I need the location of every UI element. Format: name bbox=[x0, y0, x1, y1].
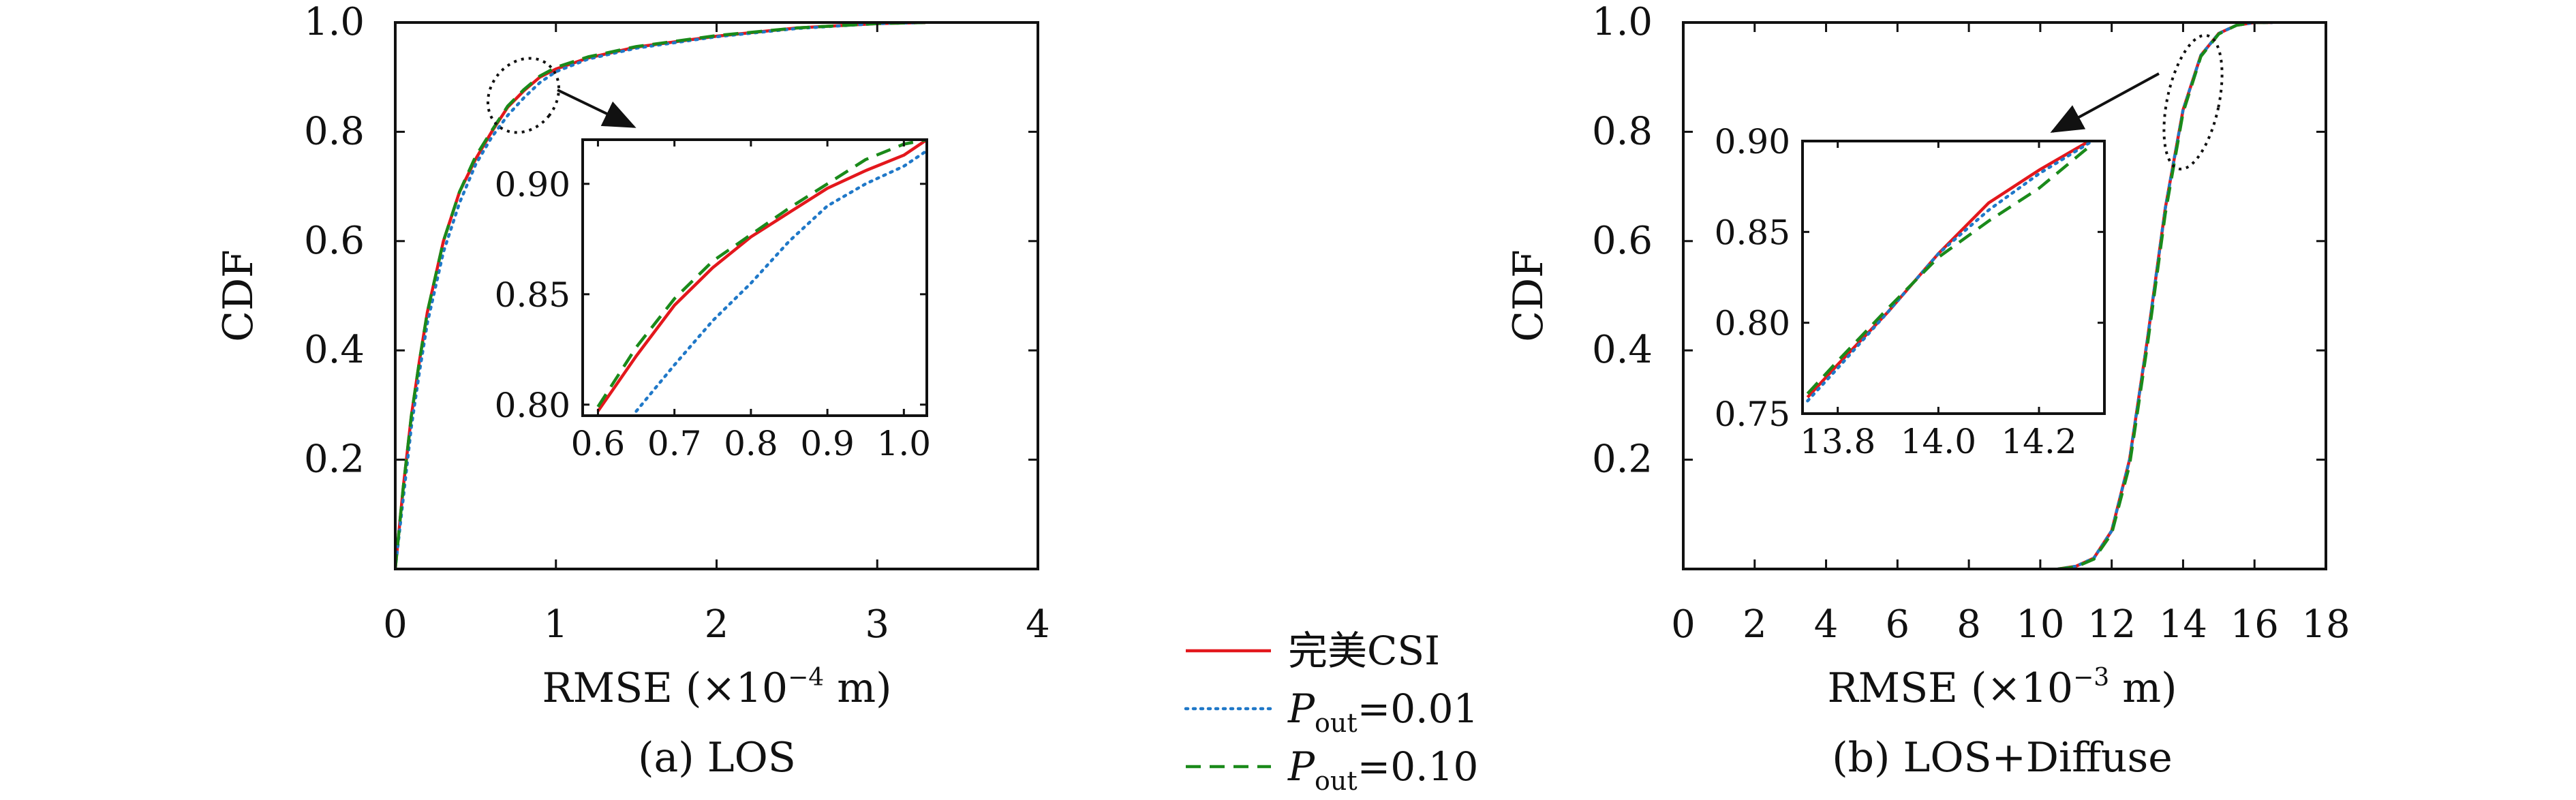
panel-b-x-tick-label: 12 bbox=[2087, 602, 2136, 647]
panel-a-inset-y-tick-label: 0.85 bbox=[495, 275, 570, 315]
panel-b-inset-axes: 13.8 14.0 14.2 0.75 0.80 0.85 0.90 bbox=[1715, 122, 2104, 461]
panel-b-inset-series-3-line bbox=[1806, 145, 2091, 395]
panel-a-ylabel: CDF bbox=[215, 249, 262, 342]
panel-a-y-tick-label: 0.8 bbox=[304, 109, 365, 153]
panel-b-inset-y-tick-label: 0.75 bbox=[1715, 395, 1790, 434]
panel-b-curves bbox=[2056, 22, 2274, 569]
legend-label: Pout=0.01 bbox=[1287, 686, 1478, 738]
panel-a-inset: 0.6 0.7 0.8 0.9 1.0 0.80 0.85 0.90 bbox=[495, 138, 931, 463]
panel-a-x-tick-label: 0 bbox=[383, 602, 408, 647]
panel-a-y-tick-label: 0.4 bbox=[304, 328, 365, 372]
panel-b-y-tick-label: 0.4 bbox=[1592, 328, 1653, 372]
panel-b-inset-x-tick-label: 14.0 bbox=[1901, 422, 1976, 461]
panel-b-inset-curves bbox=[1806, 141, 2091, 403]
legend-item-perfect-csi: 完美CSI bbox=[1186, 628, 1440, 674]
panel-a-inset-series-2-line bbox=[634, 149, 927, 413]
panel-b-series-3-line bbox=[2057, 22, 2273, 569]
panel-b-x-tick-label: 10 bbox=[2016, 602, 2064, 647]
legend: 完美CSI Pout=0.01 Pout=0.10 bbox=[1184, 628, 1478, 796]
panel-a-series-3-line bbox=[395, 22, 926, 569]
panel-a-x-tick-label: 1 bbox=[544, 602, 568, 647]
legend-item-pout-010: Pout=0.10 bbox=[1186, 743, 1478, 796]
panel-b-axes: 0 2 4 6 8 10 12 14 16 18 0.2 0.4 0.6 0.8 1.0 bbox=[1592, 0, 2350, 647]
panel-b-frame bbox=[1682, 21, 2327, 570]
panel-a-caption: (a) LOS bbox=[638, 734, 796, 782]
panel-b-inset-frame bbox=[1801, 140, 2106, 415]
panel-b-x-tick-label: 0 bbox=[1671, 602, 1696, 647]
panel-b-x-tick-label: 16 bbox=[2230, 602, 2279, 647]
panel-b-inset-x-tick-label: 14.2 bbox=[2001, 422, 2076, 461]
panel-b-zoom-ellipse bbox=[2162, 33, 2224, 171]
panel-b-x-tick-label: 6 bbox=[1886, 602, 1910, 647]
panel-b-y-tick-label: 0.2 bbox=[1592, 437, 1653, 482]
panel-a-inset-series-1-line bbox=[596, 140, 927, 412]
panel-b-inset-x-tick-label: 13.8 bbox=[1800, 422, 1875, 461]
panel-a-inset-frame bbox=[581, 138, 928, 417]
panel-a-xlabel: RMSE (×10−4 m) bbox=[542, 664, 891, 712]
panel-b-inset-bg bbox=[1803, 141, 2104, 414]
legend-label: 完美CSI bbox=[1288, 628, 1440, 674]
panel-b-zoom-arrow bbox=[2050, 72, 2160, 133]
panel-a-inset-x-tick-label: 0.6 bbox=[571, 424, 626, 463]
panel-a-inset-series-3-line bbox=[596, 140, 927, 408]
panel-b-caption: (b) LOS+Diffuse bbox=[1832, 734, 2173, 782]
panel-b-y-tick-label: 1.0 bbox=[1592, 0, 1653, 44]
panel-b-y-tick-label: 0.8 bbox=[1592, 109, 1653, 153]
panel-b-inset: 13.8 14.0 14.2 0.75 0.80 0.85 0.90 bbox=[1715, 122, 2106, 461]
panel-b-x-tick-label: 8 bbox=[1957, 602, 1981, 647]
panel-b-x-tick-label: 18 bbox=[2301, 602, 2350, 647]
panel-a-series-2-line bbox=[395, 22, 927, 569]
panel-a-axes: 0 1 2 3 4 0.2 0.4 0.6 0.8 1.0 bbox=[304, 0, 1050, 647]
panel-a-x-tick-label: 4 bbox=[1026, 602, 1050, 647]
legend-item-pout-001: Pout=0.01 bbox=[1184, 686, 1478, 738]
panel-b: 0 2 4 6 8 10 12 14 16 18 0.2 0.4 0.6 0.8 1.0 CDF RMSE … bbox=[1505, 0, 2350, 782]
panel-b-x-tick-label: 2 bbox=[1743, 602, 1767, 647]
panel-a: 0 1 2 3 40.20.40.60.81.0 CDF RMSE (×10−4 m) … bbox=[215, 0, 1050, 782]
panel-a-inset-x-tick-label: 0.7 bbox=[647, 424, 702, 463]
panel-a-inset-x-tick-label: 1.0 bbox=[877, 424, 932, 463]
panel-b-inset-y-tick-label: 0.85 bbox=[1715, 213, 1790, 252]
panel-b-x-tick-label: 14 bbox=[2159, 602, 2207, 647]
panel-a-y-tick-label: 0.6 bbox=[304, 219, 365, 263]
panel-b-inset-y-tick-label: 0.90 bbox=[1715, 122, 1790, 161]
panel-a-inset-y-tick-label: 0.80 bbox=[495, 386, 570, 425]
panel-b-y-tick-label: 0.6 bbox=[1592, 219, 1653, 263]
panel-b-xlabel: RMSE (×10−3 m) bbox=[1827, 664, 2177, 712]
panel-b-inset-y-tick-label: 0.80 bbox=[1715, 304, 1790, 343]
panel-a-inset-curves bbox=[596, 140, 927, 413]
panel-a-y-tick-label: 1.0 bbox=[304, 0, 365, 44]
panel-b-ylabel: CDF bbox=[1505, 249, 1552, 342]
panel-b-inset-series-2-line bbox=[1806, 141, 2091, 403]
panel-a-zoom-arrow bbox=[557, 89, 637, 128]
panel-b-x-tick-label: 4 bbox=[1814, 602, 1839, 647]
panel-a-y-tick-label: 0.2 bbox=[304, 437, 365, 482]
panel-a-inset-x-tick-label: 0.9 bbox=[800, 424, 855, 463]
panel-a-curves bbox=[395, 22, 927, 569]
panel-a-zoom-ellipse bbox=[486, 57, 561, 134]
legend-label: Pout=0.10 bbox=[1287, 743, 1478, 796]
panel-a-inset-y-tick-label: 0.90 bbox=[495, 165, 570, 204]
panel-a-x-tick-label: 3 bbox=[865, 602, 889, 647]
panel-a-inset-x-tick-label: 0.8 bbox=[724, 424, 778, 463]
panel-a-x-tick-label: 2 bbox=[705, 602, 729, 647]
panel-a-inset-axes: 0.6 0.7 0.8 0.9 1.0 0.80 0.85 0.90 bbox=[495, 140, 931, 463]
